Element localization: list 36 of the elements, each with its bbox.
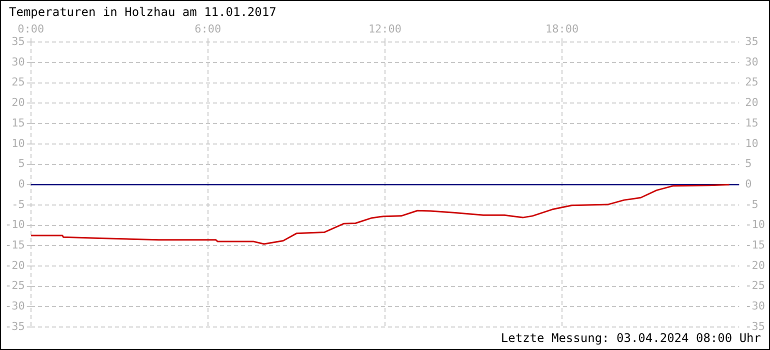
y-tick-label: 25 xyxy=(12,76,25,89)
y-tick-label: 20 xyxy=(12,96,25,110)
y2-tick-label: 10 xyxy=(745,136,758,150)
y-tick-label: 0 xyxy=(18,177,25,190)
y-tick-label: -30 xyxy=(4,300,25,313)
x-tick-label: 6:00 xyxy=(194,22,222,36)
y-tick-label: -20 xyxy=(4,258,25,272)
y2-tick-label: 25 xyxy=(745,76,758,89)
y2-tick-label: 5 xyxy=(745,157,752,170)
y-tick-label: -35 xyxy=(4,320,25,333)
x-tick-label: 18:00 xyxy=(546,22,579,36)
y-tick-label: 15 xyxy=(12,116,25,130)
y-tick-label: 5 xyxy=(18,157,25,170)
y-tick-label: 30 xyxy=(12,55,25,68)
y-tick-label: -25 xyxy=(4,279,25,292)
y2-tick-label: -30 xyxy=(745,300,766,313)
y-tick-label: -5 xyxy=(12,198,25,211)
y2-tick-label: -20 xyxy=(745,258,766,272)
y2-tick-label: -15 xyxy=(745,238,766,252)
y2-tick-label: 20 xyxy=(745,96,758,110)
y-tick-label: -15 xyxy=(4,238,25,252)
y2-tick-label: 35 xyxy=(745,35,758,48)
y2-tick-label: 30 xyxy=(745,55,758,68)
y-tick-label: -10 xyxy=(4,218,25,232)
chart-title: Temperaturen in Holzhau am 11.01.2017 xyxy=(9,5,276,19)
x-tick-label: 0:00 xyxy=(18,22,44,36)
text: Letzte Messung: 03.04.2024 08:00 Uhr xyxy=(500,331,761,345)
x-tick-label: 12:00 xyxy=(368,22,402,36)
y2-tick-label: 15 xyxy=(745,116,758,130)
y2-tick-label: -25 xyxy=(745,279,766,292)
y-tick-label: 35 xyxy=(12,35,25,48)
y2-tick-label: 0 xyxy=(745,177,752,190)
y2-tick-label: -5 xyxy=(745,198,758,211)
y2-tick-label: -10 xyxy=(745,218,766,232)
y-tick-label: 10 xyxy=(12,136,25,150)
y2-tick-label: -35 xyxy=(745,320,766,333)
